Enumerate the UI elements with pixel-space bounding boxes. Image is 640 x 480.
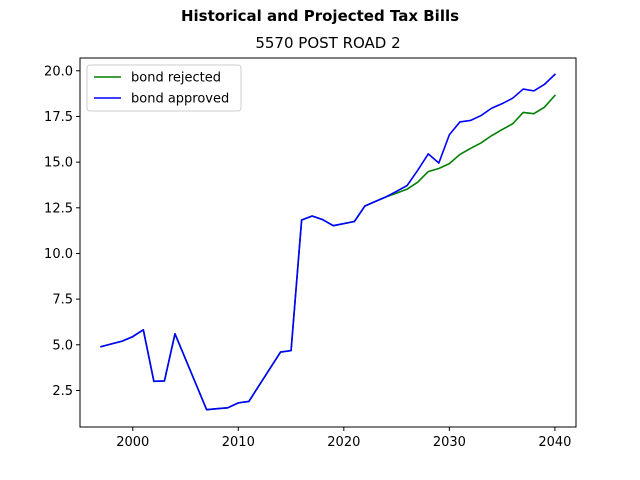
legend-label: bond approved <box>131 92 229 107</box>
legend-label: bond rejected <box>131 71 221 86</box>
x-tick-label: 2020 <box>327 435 360 450</box>
y-tick-label: 7.5 <box>52 293 73 308</box>
legend: bond rejected bond approved <box>86 64 242 112</box>
y-tick-label: 5.0 <box>52 338 73 353</box>
x-tick-label: 2010 <box>222 435 255 450</box>
y-tick-label: 12.5 <box>44 201 73 216</box>
chart-title: 5570 POST ROAD 2 <box>255 34 401 52</box>
legend-box <box>86 64 242 112</box>
y-tick-label: 10.0 <box>44 247 73 262</box>
ticks-layer: 2000 2010 2020 2030 2040 2.5 5.0 7.5 10.0 12.5 15.… <box>44 64 571 450</box>
y-tick-label: 17.5 <box>44 110 73 125</box>
y-tick-label: 2.5 <box>52 384 73 399</box>
x-tick-label: 2040 <box>538 435 571 450</box>
series-layer <box>100 73 557 411</box>
x-tick-label: 2030 <box>433 435 466 450</box>
axes-frame <box>79 57 577 428</box>
y-tick-label: 20.0 <box>44 64 73 79</box>
series-line-bond-approved <box>100 73 557 411</box>
figure-suptitle: Historical and Projected Tax Bills <box>180 7 460 25</box>
x-tick-label: 2000 <box>116 435 149 450</box>
y-tick-label: 15.0 <box>44 156 73 171</box>
